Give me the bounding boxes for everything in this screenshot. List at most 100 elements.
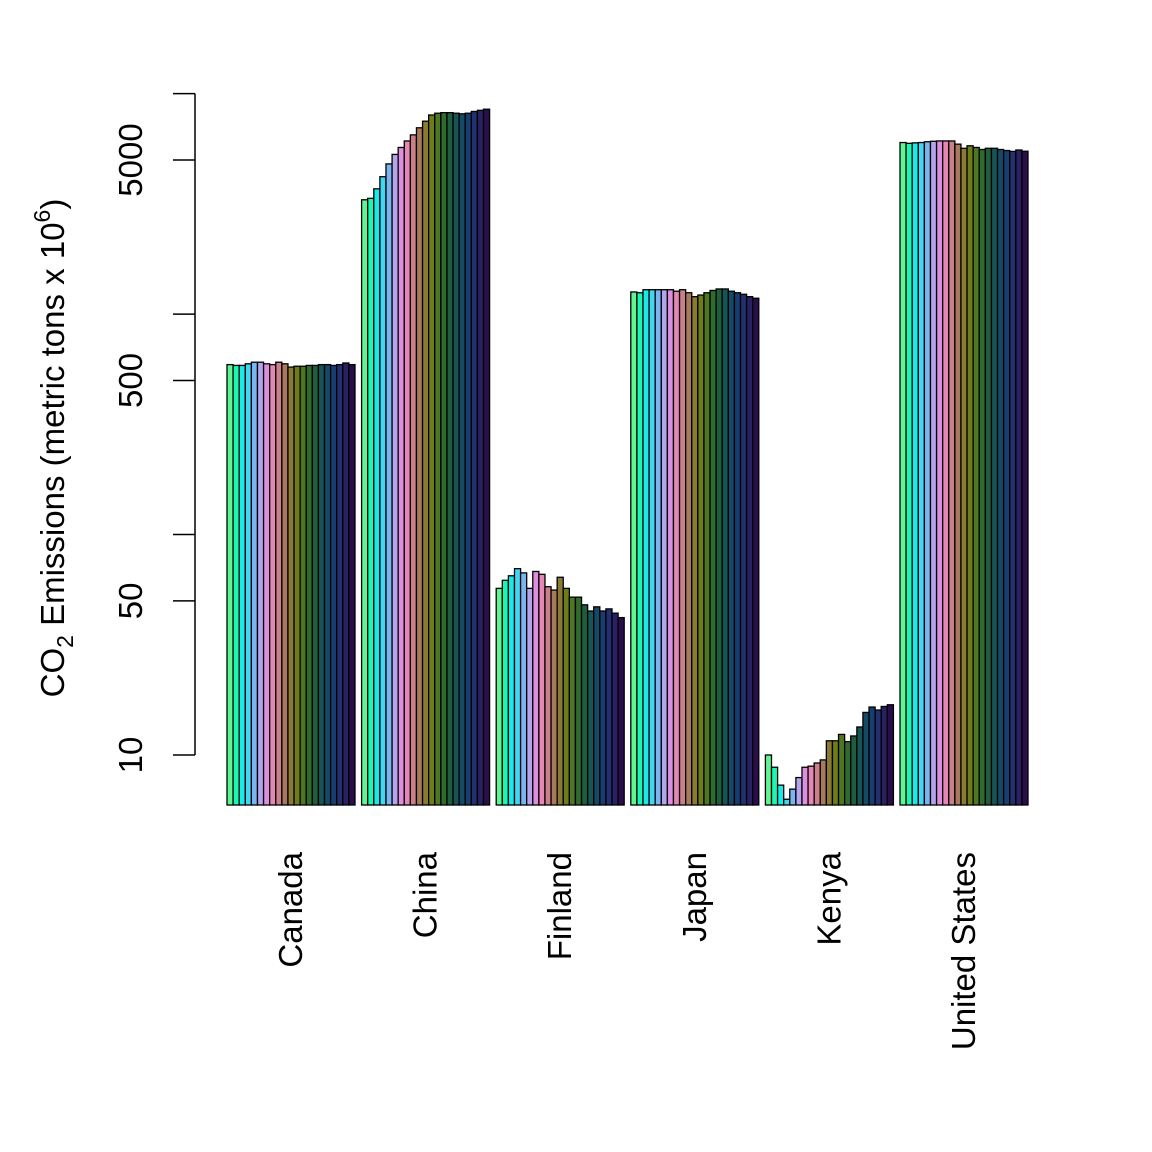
bar-group-china — [360, 108, 491, 806]
y-axis-title-part-3: ) — [34, 199, 71, 210]
bar — [990, 147, 999, 806]
bar — [385, 163, 393, 806]
bar — [672, 290, 681, 806]
bar — [427, 114, 436, 806]
bar — [617, 616, 625, 806]
bar — [978, 148, 986, 806]
bars-layer — [226, 108, 1029, 806]
bar — [482, 108, 491, 806]
bar — [996, 148, 1005, 806]
bar — [458, 113, 466, 806]
bar — [954, 143, 962, 806]
x-axis-labels: Canada China Finland Japan Kenya United State… — [272, 851, 982, 1050]
bar — [642, 289, 650, 806]
bar — [745, 295, 754, 806]
bar — [317, 363, 326, 806]
bar — [935, 140, 944, 806]
bar — [409, 134, 418, 806]
bar — [526, 587, 534, 806]
x-tick-label: Finland — [541, 852, 578, 960]
bar — [770, 766, 779, 806]
bar — [281, 363, 289, 806]
bar-group-japan — [630, 288, 760, 806]
bar — [232, 364, 240, 806]
bar — [929, 140, 938, 806]
bar — [1002, 149, 1011, 806]
bar — [373, 188, 381, 806]
bar — [599, 610, 607, 806]
bar — [966, 145, 974, 806]
bar — [323, 363, 332, 806]
bar-group-canada — [226, 361, 356, 806]
bar — [348, 363, 356, 806]
bar — [905, 142, 913, 806]
bar — [586, 610, 595, 806]
bar — [513, 568, 522, 806]
bar — [275, 361, 283, 806]
bar — [917, 141, 926, 806]
bar — [403, 140, 412, 806]
bar — [305, 364, 313, 806]
bar — [287, 366, 295, 806]
bar — [544, 586, 552, 806]
bar — [329, 364, 338, 806]
y-axis-title-superscript: 6 — [29, 210, 55, 223]
bar — [611, 612, 619, 806]
bar — [1021, 150, 1029, 806]
bar — [727, 290, 736, 806]
x-tick-label: Japan — [676, 852, 713, 942]
bar — [299, 365, 307, 806]
bar — [269, 363, 277, 806]
bar — [262, 363, 271, 806]
bar — [752, 297, 760, 806]
bar — [984, 147, 993, 806]
x-tick-label: United States — [945, 852, 982, 1050]
bar-group-united-states — [899, 140, 1029, 806]
bar — [556, 576, 564, 806]
bar — [593, 606, 601, 806]
bar — [880, 705, 888, 806]
y-axis-title: CO2 Emissions (metric tons x 106) — [29, 199, 78, 698]
bar — [795, 776, 803, 806]
y-axis: 10 50 500 5000 — [112, 92, 196, 774]
bar — [783, 798, 791, 806]
bar — [691, 295, 699, 806]
bar — [960, 147, 968, 806]
bar — [813, 762, 821, 806]
bar — [630, 291, 638, 806]
bar — [856, 726, 864, 806]
bar — [519, 572, 528, 806]
bar — [470, 110, 479, 806]
bar — [446, 111, 454, 806]
bar — [568, 596, 577, 806]
x-tick-label: Canada — [272, 851, 309, 967]
y-tick-label: 500 — [112, 353, 149, 408]
bar — [574, 596, 583, 806]
bar — [464, 112, 472, 806]
bar — [476, 109, 485, 806]
bar — [648, 289, 656, 806]
bar — [1009, 150, 1017, 806]
y-axis-title-part-2: Emissions (metric tons x 10 — [34, 222, 71, 635]
bar — [550, 589, 558, 806]
bar-group-kenya — [764, 704, 895, 806]
bar — [495, 587, 503, 806]
bar-group-finland — [495, 568, 625, 806]
bar — [819, 759, 828, 806]
bar — [311, 364, 320, 806]
bar — [709, 289, 717, 806]
bar — [721, 288, 729, 806]
bar — [501, 579, 510, 806]
bar — [666, 289, 675, 806]
bar — [703, 292, 711, 806]
bar — [434, 112, 442, 806]
bar — [342, 362, 350, 806]
bar — [397, 146, 405, 806]
y-tick-label: 10 — [112, 737, 149, 774]
bar — [391, 153, 399, 806]
bar — [293, 365, 301, 806]
bar — [452, 112, 460, 806]
bar — [923, 141, 932, 806]
bar — [256, 361, 265, 806]
bar — [226, 363, 234, 806]
